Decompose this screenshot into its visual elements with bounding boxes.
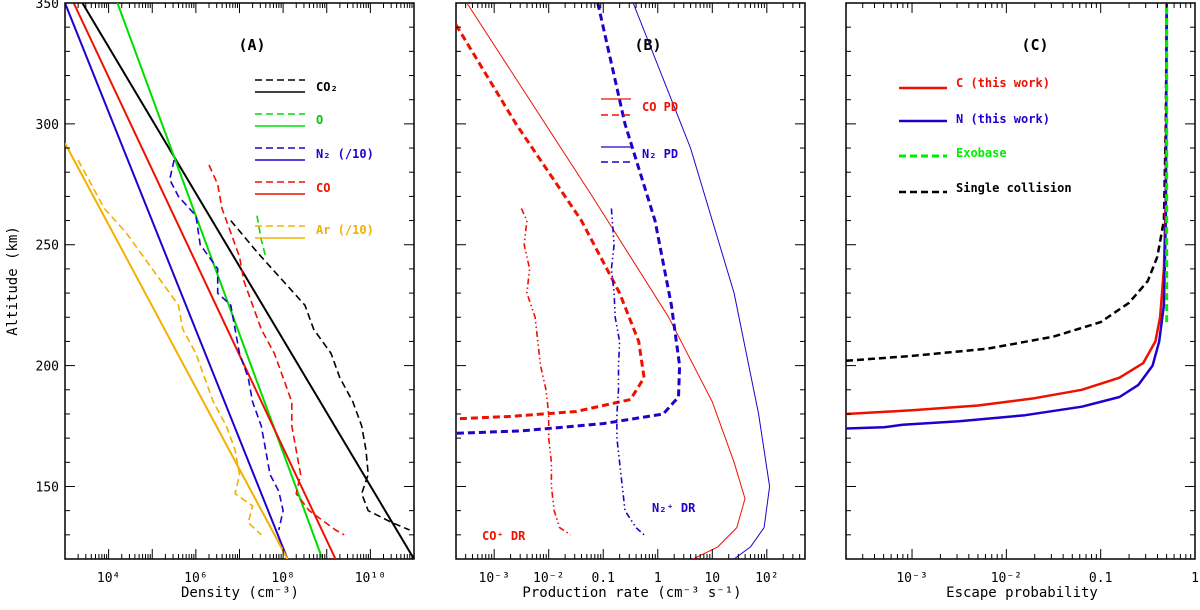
panel-b-series-n-pd-thick [456, 3, 682, 435]
panel-c-legend: C (this work) N (this work) Exobase Sing… [899, 76, 1072, 195]
panel-a-y-tick-label: 350 [36, 0, 59, 12]
legend-n-this-work: N (this work) [899, 112, 1050, 126]
legend-co: CO [255, 181, 330, 195]
panel-b-title: (B) [634, 36, 661, 54]
panel-c-x-tick-label: 0.1 [1089, 571, 1112, 586]
panel-b-legend: CO PD N₂ PD [601, 98, 678, 163]
panel-a-y-tick-label: 150 [36, 480, 59, 495]
panel-a-xlabel: Density (cm⁻³) [181, 585, 299, 601]
panel-a-series-ar-data [77, 159, 262, 536]
panel-a-series-o-model [116, 3, 324, 559]
panel-a-series-n-data [168, 159, 284, 531]
panel-c-x-tick-label: 10⁻² [991, 571, 1022, 586]
legend-c-this-work: C (this work) [899, 76, 1050, 90]
legend-exobase-label: Exobase [956, 146, 1007, 160]
legend-single-collision: Single collision [899, 181, 1072, 195]
panel-a-legend: CO₂ O N₂ (/10) CO Ar (/10) [255, 79, 374, 239]
panel-a-title: (A) [238, 36, 265, 54]
panel-b-x-tick-label: 0.1 [591, 571, 614, 586]
panel-b-series-co-dr [520, 208, 571, 536]
panel-c-x-tick-label: 1 [1191, 571, 1199, 586]
panel-c-series-c-this-work [846, 3, 1168, 416]
panel-a-y-tick-label: 250 [36, 239, 59, 254]
legend-co-pd: CO PD [601, 98, 678, 116]
legend-n2-pd-label: N₂ PD [642, 147, 678, 161]
panel-a-series-ar-model [65, 142, 289, 559]
panel-b: 10⁻³ 10⁻² 0.1 1 10 10² (B) Production rate (c… [455, 2, 806, 601]
panel-a-series-co-model [81, 3, 414, 559]
panel-a-y-tick-label: 200 [36, 360, 59, 375]
panel-c-x-tick-label: 10⁻³ [896, 571, 927, 586]
legend-co2: CO₂ [255, 79, 338, 94]
annotation-co-plus-dr: CO⁺ DR [482, 529, 526, 543]
panel-b-x-tick-label: 1 [654, 571, 662, 586]
panel-b-axes: 10⁻³ 10⁻² 0.1 1 10 10² [455, 2, 806, 586]
panel-b-series-n-dr [610, 208, 645, 536]
legend-exobase: Exobase [899, 146, 1007, 160]
panel-a-series-co-model [72, 3, 337, 559]
panel-c-xlabel: Escape probability [946, 585, 1098, 601]
panel-a-series-co-data [230, 220, 410, 531]
panel-a-ylabel: Altitude (km) [5, 226, 21, 336]
panel-b-series-co-pd-thin [466, 3, 746, 559]
panel-a-series-n-model [65, 3, 289, 559]
annotation-n2-plus-dr: N₂⁺ DR [652, 501, 696, 515]
panel-c-title: (C) [1021, 36, 1048, 54]
legend-ar: Ar (/10) [255, 223, 374, 239]
panel-a: 10⁴ 10⁶ 10⁸ 10¹⁰ 150 200 250 300 350 (A) Density… [5, 0, 415, 601]
legend-n2-label: N₂ (/10) [316, 147, 374, 161]
panel-b-series-n-pd-thin [632, 3, 771, 559]
panel-b-series [456, 3, 771, 559]
panel-a-series-co-data [208, 164, 345, 536]
panel-a-x-tick-label: 10⁶ [184, 571, 207, 586]
legend-ar-label: Ar (/10) [316, 223, 374, 237]
panel-c-series [846, 3, 1169, 430]
panel-a-series-o-data [256, 215, 267, 258]
panel-a-frame [64, 2, 415, 560]
legend-n2-pd: N₂ PD [601, 146, 678, 163]
legend-n-this-work-label: N (this work) [956, 112, 1050, 126]
panel-a-x-tick-label: 10⁴ [97, 571, 120, 586]
legend-co-pd-label: CO PD [642, 100, 678, 114]
legend-o: O [255, 113, 323, 127]
panel-b-x-tick-label: 10 [704, 571, 720, 586]
panel-a-x-tick-label: 10⁸ [271, 571, 294, 586]
legend-o-label: O [316, 113, 323, 127]
panel-c-frame [845, 2, 1196, 560]
legend-n2: N₂ (/10) [255, 147, 374, 161]
panel-b-frame [455, 2, 806, 560]
panel-a-series [65, 3, 414, 559]
panel-a-axes: 10⁴ 10⁶ 10⁸ 10¹⁰ 150 200 250 300 350 [36, 0, 415, 586]
panel-c: 10⁻³ 10⁻² 0.1 1 (C) Escape probability C (t… [845, 2, 1199, 601]
legend-c-this-work-label: C (this work) [956, 76, 1050, 90]
panel-b-x-tick-label: 10² [755, 571, 778, 586]
panel-c-series-single-collision [846, 3, 1168, 363]
panel-b-x-tick-label: 10⁻³ [479, 571, 510, 586]
legend-co-label: CO [316, 181, 330, 195]
panel-a-x-tick-label: 10¹⁰ [355, 571, 386, 586]
legend-co2-label: CO₂ [316, 80, 338, 94]
panel-b-xlabel: Production rate (cm⁻³ s⁻¹) [522, 585, 741, 601]
legend-single-collision-label: Single collision [956, 181, 1072, 195]
panel-c-axes: 10⁻³ 10⁻² 0.1 1 [845, 2, 1199, 586]
panel-c-series-n-this-work [846, 3, 1168, 430]
panel-b-x-tick-label: 10⁻² [533, 571, 564, 586]
panel-b-series-co-pd-thick [456, 24, 646, 421]
panel-a-y-tick-label: 300 [36, 118, 59, 133]
